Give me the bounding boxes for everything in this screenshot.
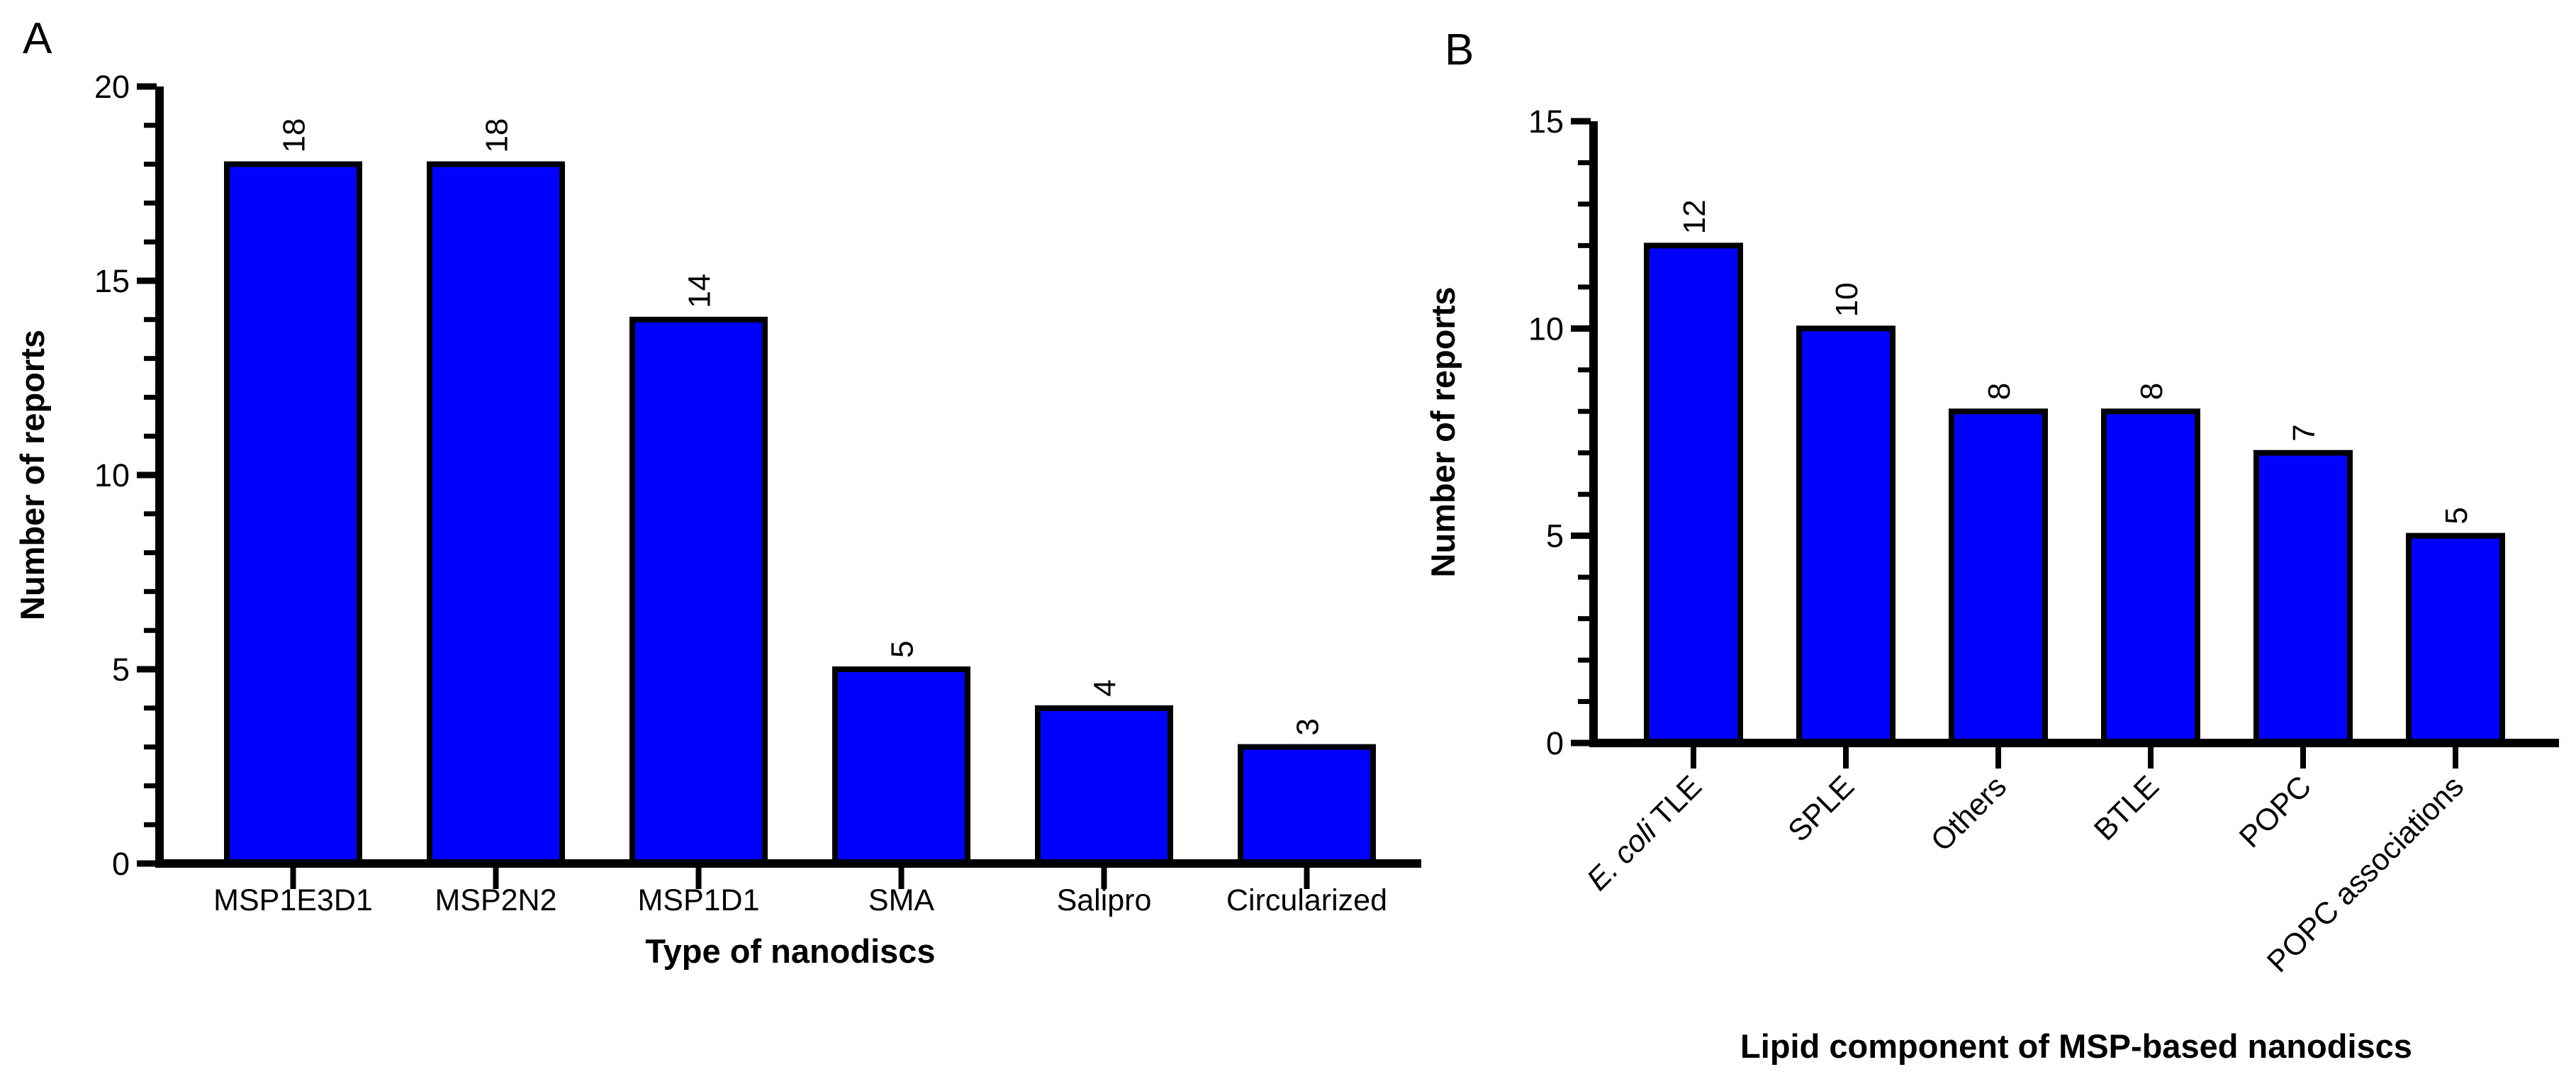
bar-value-label-msp2n2: 18 bbox=[480, 118, 515, 153]
bar-value-label-circularized: 3 bbox=[1291, 718, 1326, 735]
y-tick-label: 5 bbox=[112, 652, 130, 688]
bar-value-label-salipro: 4 bbox=[1088, 679, 1123, 696]
bar-sple bbox=[1796, 325, 1895, 747]
x-category-label-sple: SPLE bbox=[1781, 769, 1861, 849]
y-tick-label: 0 bbox=[112, 846, 130, 882]
x-category-label-circularized: Circularized bbox=[1226, 883, 1387, 917]
bar-others bbox=[1949, 408, 2048, 746]
bar-sma bbox=[832, 666, 970, 866]
panel-b-label: B bbox=[1445, 26, 1474, 74]
x-category-label-msp1e3d1: MSP1E3D1 bbox=[213, 883, 373, 917]
x-axis-title: Lipid component of MSP-based nanodiscs bbox=[1740, 1027, 2412, 1065]
bar-value-label-others: 8 bbox=[1982, 383, 2017, 400]
bar-value-label-e-coli-tle: 12 bbox=[1677, 199, 1712, 234]
bar-circularized bbox=[1238, 744, 1376, 866]
bar-popc bbox=[2253, 449, 2353, 746]
bar-value-label-sple: 10 bbox=[1830, 282, 1864, 317]
y-tick-label: 10 bbox=[1528, 311, 1564, 347]
x-category-label-others: Others bbox=[1925, 769, 2013, 858]
bar-popc-associations bbox=[2406, 532, 2505, 747]
bar-e-coli-tle bbox=[1644, 242, 1743, 746]
panel-a-chart: 18 18 14 5 4 3 0 5 10 15 20 MSP1E3D1 MSP2N2 MSP1D1 SMA… bbox=[13, 69, 1421, 970]
x-category-label-popc: POPC bbox=[2233, 769, 2318, 854]
y-tick-label: 5 bbox=[1546, 518, 1564, 554]
y-tick-label: 15 bbox=[94, 263, 130, 299]
x-category-label-btle: BTLE bbox=[2088, 769, 2166, 847]
bar-value-label-msp1e3d1: 18 bbox=[277, 118, 312, 153]
y-tick-label: 10 bbox=[94, 457, 130, 493]
bar-value-label-btle: 8 bbox=[2134, 383, 2169, 400]
x-category-label-sma: SMA bbox=[868, 883, 935, 917]
bar-value-label-msp1d1: 14 bbox=[683, 274, 717, 308]
y-axis-title: Number of reports bbox=[13, 330, 51, 620]
x-category-label-msp2n2: MSP2N2 bbox=[435, 883, 556, 917]
bar-salipro bbox=[1035, 705, 1173, 866]
x-category-label-msp1d1: MSP1D1 bbox=[637, 883, 759, 917]
y-tick-label: 20 bbox=[94, 69, 130, 105]
bar-value-label-sma: 5 bbox=[885, 641, 920, 658]
x-category-label-salipro: Salipro bbox=[1057, 883, 1152, 917]
bar-msp1e3d1 bbox=[224, 161, 362, 867]
x-category-label-e-coli-tle: E. coli TLE bbox=[1581, 769, 1708, 897]
bar-btle bbox=[2101, 408, 2200, 746]
bar-value-label-popc: 7 bbox=[2287, 424, 2322, 441]
bar-msp2n2 bbox=[427, 161, 565, 867]
y-tick-label: 15 bbox=[1528, 104, 1564, 140]
bar-msp1d1 bbox=[629, 316, 768, 866]
bar-value-label-popc-associations: 5 bbox=[2439, 507, 2474, 524]
y-tick-label: 0 bbox=[1546, 725, 1564, 761]
y-axis-title: Number of reports bbox=[1424, 287, 1462, 578]
panel-b-chart: 12 10 8 8 7 5 0 5 10 15 E. coli TLE SPLE Others BTLE P… bbox=[1424, 104, 2559, 1065]
panel-a-label: A bbox=[23, 14, 52, 63]
x-axis-title: Type of nanodiscs bbox=[645, 932, 935, 970]
